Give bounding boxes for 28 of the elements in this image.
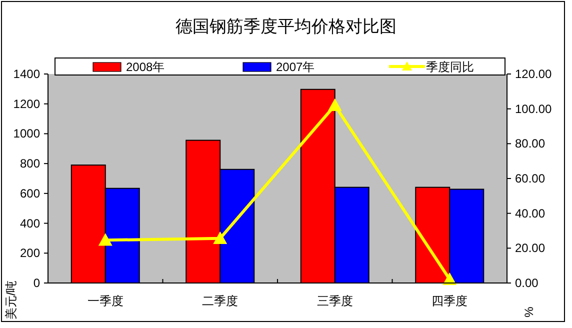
y2-tick-label: 80.00 <box>515 136 546 151</box>
y2-tick-label: 40.00 <box>515 206 546 220</box>
legend-label: 季度同比 <box>426 60 474 74</box>
point <box>328 98 342 111</box>
point <box>98 233 112 246</box>
legend-label: 2008年 <box>126 60 165 74</box>
legend-label: 2007年 <box>276 60 315 74</box>
y-axis-title: 美元/吨 <box>4 280 18 320</box>
y-tick-label: 400 <box>20 216 40 230</box>
y-tick-label: 1400 <box>13 67 40 81</box>
y-tick-label: 1000 <box>13 126 40 141</box>
y-tick-label: 800 <box>20 156 40 171</box>
title: 德国钢筋季度平均价格对比图 <box>176 17 396 36</box>
y2-tick-label: 20.00 <box>515 241 546 256</box>
y2-tick-label: 100.00 <box>515 102 552 116</box>
point <box>213 231 228 244</box>
y-tick-label: 200 <box>20 246 40 260</box>
y2-axis-title: % <box>522 306 536 318</box>
y-tick-label: 1200 <box>13 96 40 111</box>
x-tick-label: 一季度 <box>87 294 124 308</box>
y2-tick-label: 60.00 <box>515 172 546 186</box>
y-tick-label: 0 <box>33 276 40 290</box>
x-tick-label: 三季度 <box>316 294 353 308</box>
x-tick-label: 四季度 <box>432 294 468 308</box>
x-tick-label: 二季度 <box>202 294 238 308</box>
y2-tick-label: 0.00 <box>515 276 539 290</box>
y-tick-label: 600 <box>20 186 40 200</box>
y2-tick-label: 120.00 <box>515 67 552 81</box>
